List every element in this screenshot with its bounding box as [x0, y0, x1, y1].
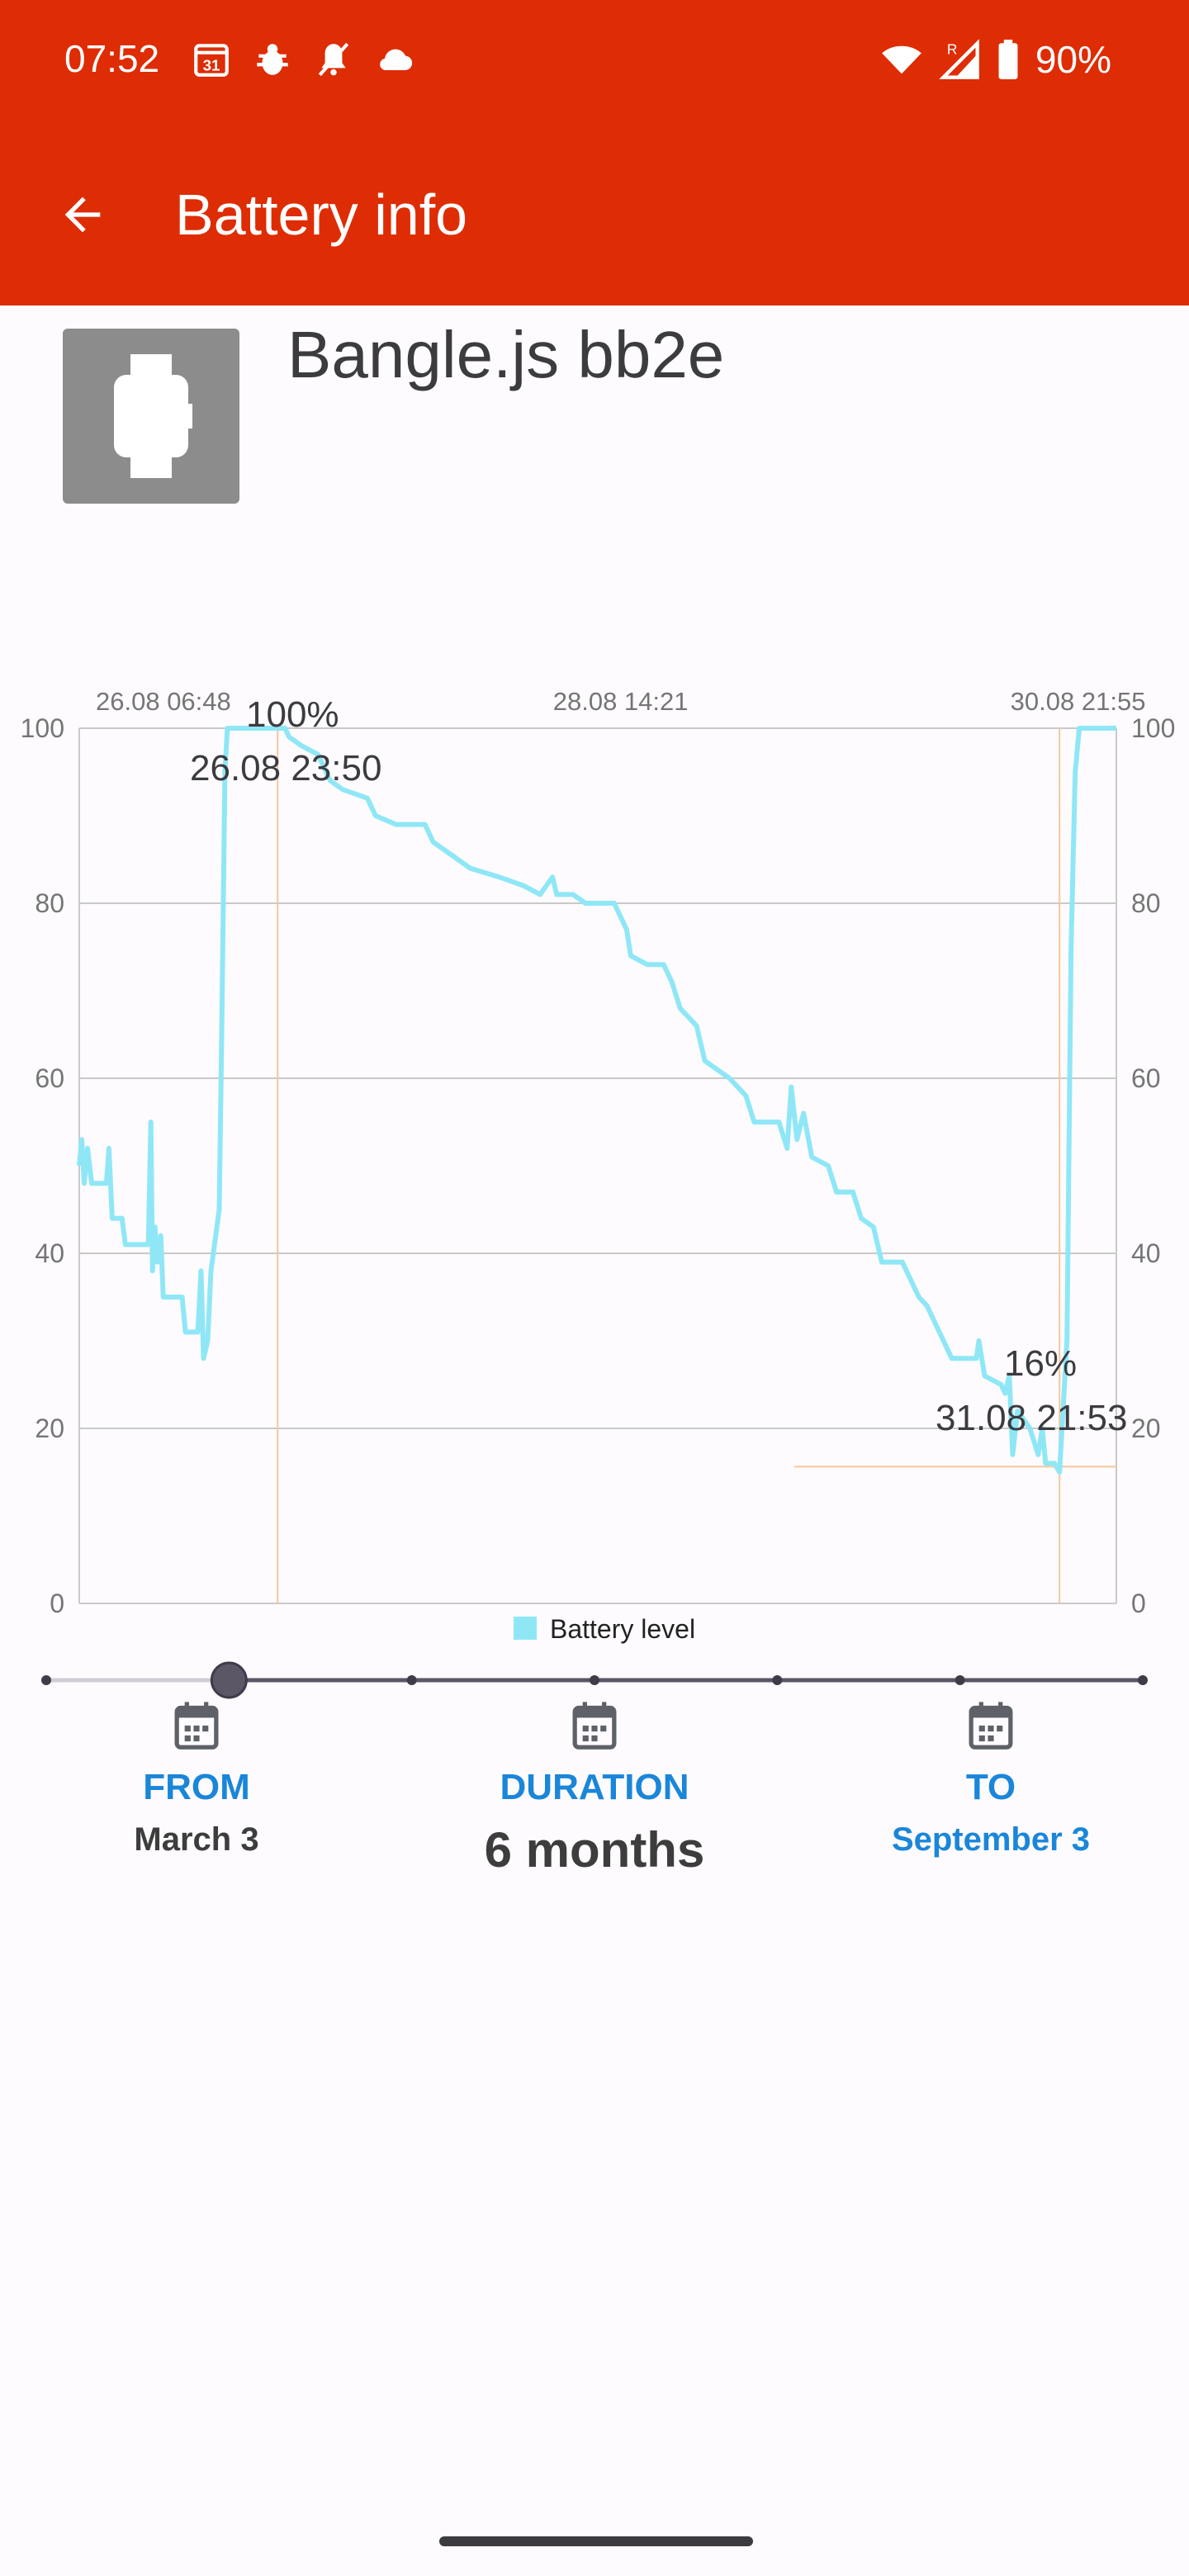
to-label: TO [965, 1767, 1016, 1807]
wifi-icon [880, 38, 923, 81]
legend-swatch [514, 1617, 537, 1640]
slider-tick [1138, 1675, 1148, 1685]
roaming-mark: R [947, 41, 958, 58]
device-icon [63, 329, 239, 504]
notification-off-icon [312, 38, 355, 81]
chart-highlight-lines [277, 728, 1116, 1603]
arrow-back-icon [64, 197, 101, 233]
duration-selector[interactable]: DURATION 6 months [413, 1693, 776, 1878]
chart-legend: Battery level [514, 1614, 695, 1644]
battery-chart: 0 0 20 20 40 40 60 60 80 80 100 100 26.08 06:48 28.08… [21, 687, 1176, 1644]
status-icons-left: 31 [190, 36, 416, 83]
top-bar: 07:52 31 [0, 0, 1189, 305]
from-selector[interactable]: FROM March 3 [15, 1693, 378, 1859]
slider-tick [41, 1675, 51, 1685]
y-tick-label-right: 100 [1131, 713, 1175, 743]
chart-grid [78, 727, 1117, 1604]
duration-label: DURATION [500, 1767, 689, 1807]
chart-annotations: 100% 26.08 23:50 16% 31.08 21:53 [190, 694, 1127, 1438]
slider-tick [955, 1675, 965, 1685]
to-value: September 3 [891, 1821, 1091, 1858]
annotation-value: 16% [1004, 1343, 1077, 1384]
y-tick-label-left: 60 [35, 1063, 64, 1093]
annotation-value: 100% [246, 694, 339, 735]
legend-label: Battery level [550, 1614, 695, 1644]
calendar-icon [572, 1702, 617, 1750]
home-indicator[interactable] [439, 2536, 753, 2546]
x-tick-label: 30.08 21:55 [1011, 687, 1146, 716]
status-icons-right: R 90% [880, 36, 1111, 83]
slider-tick [590, 1675, 599, 1685]
calendar-day: 31 [203, 57, 220, 74]
calendar-icon [969, 1702, 1013, 1750]
x-tick-label: 26.08 06:48 [96, 687, 231, 716]
chart-series [77, 726, 1116, 1475]
status-time: 07:52 [64, 37, 160, 80]
y-tick-label-left: 100 [21, 713, 64, 743]
slider-tick [772, 1675, 783, 1685]
calendar-icon: 31 [190, 38, 233, 81]
signal-roaming-icon: R [938, 38, 981, 81]
y-tick-label-right: 20 [1131, 1413, 1161, 1443]
calendar-icon [174, 1702, 219, 1750]
y-tick-label-left: 20 [35, 1413, 64, 1443]
duration-value: 6 months [484, 1822, 705, 1878]
y-tick-label-left: 80 [35, 888, 64, 918]
page-title: Battery info [175, 182, 468, 247]
bug-icon [251, 38, 294, 81]
annotation-time: 31.08 21:53 [936, 1398, 1127, 1438]
battery-level-line [77, 726, 1116, 1475]
range-slider[interactable] [33, 1660, 1164, 1701]
y-tick-label-right: 40 [1131, 1238, 1161, 1268]
x-tick-label: 28.08 14:21 [553, 687, 689, 716]
from-label: FROM [143, 1767, 250, 1807]
cloud-icon [373, 38, 416, 81]
from-value: March 3 [134, 1821, 259, 1858]
chart-axes: 0 0 20 20 40 40 60 60 80 80 100 100 26.08 06:48 28.08… [21, 687, 1176, 1618]
y-tick-label-right: 80 [1131, 888, 1161, 918]
app-bar: Battery info [0, 132, 1189, 297]
y-tick-label-left: 0 [50, 1589, 64, 1618]
y-tick-label-left: 40 [35, 1238, 64, 1268]
device-name: Bangle.js bb2e [287, 318, 725, 391]
to-selector[interactable]: TO September 3 [809, 1693, 1172, 1859]
status-bar: 07:52 31 [0, 0, 1189, 116]
slider-tick [406, 1675, 417, 1685]
watch-icon [114, 354, 192, 478]
battery-icon [996, 38, 1021, 81]
annotation-time: 26.08 23:50 [190, 748, 381, 788]
battery-percent: 90% [1035, 38, 1111, 81]
y-tick-label-right: 0 [1131, 1589, 1146, 1618]
y-tick-label-right: 60 [1131, 1063, 1161, 1093]
slider-thumb[interactable] [210, 1661, 248, 1699]
back-button[interactable] [41, 173, 124, 256]
